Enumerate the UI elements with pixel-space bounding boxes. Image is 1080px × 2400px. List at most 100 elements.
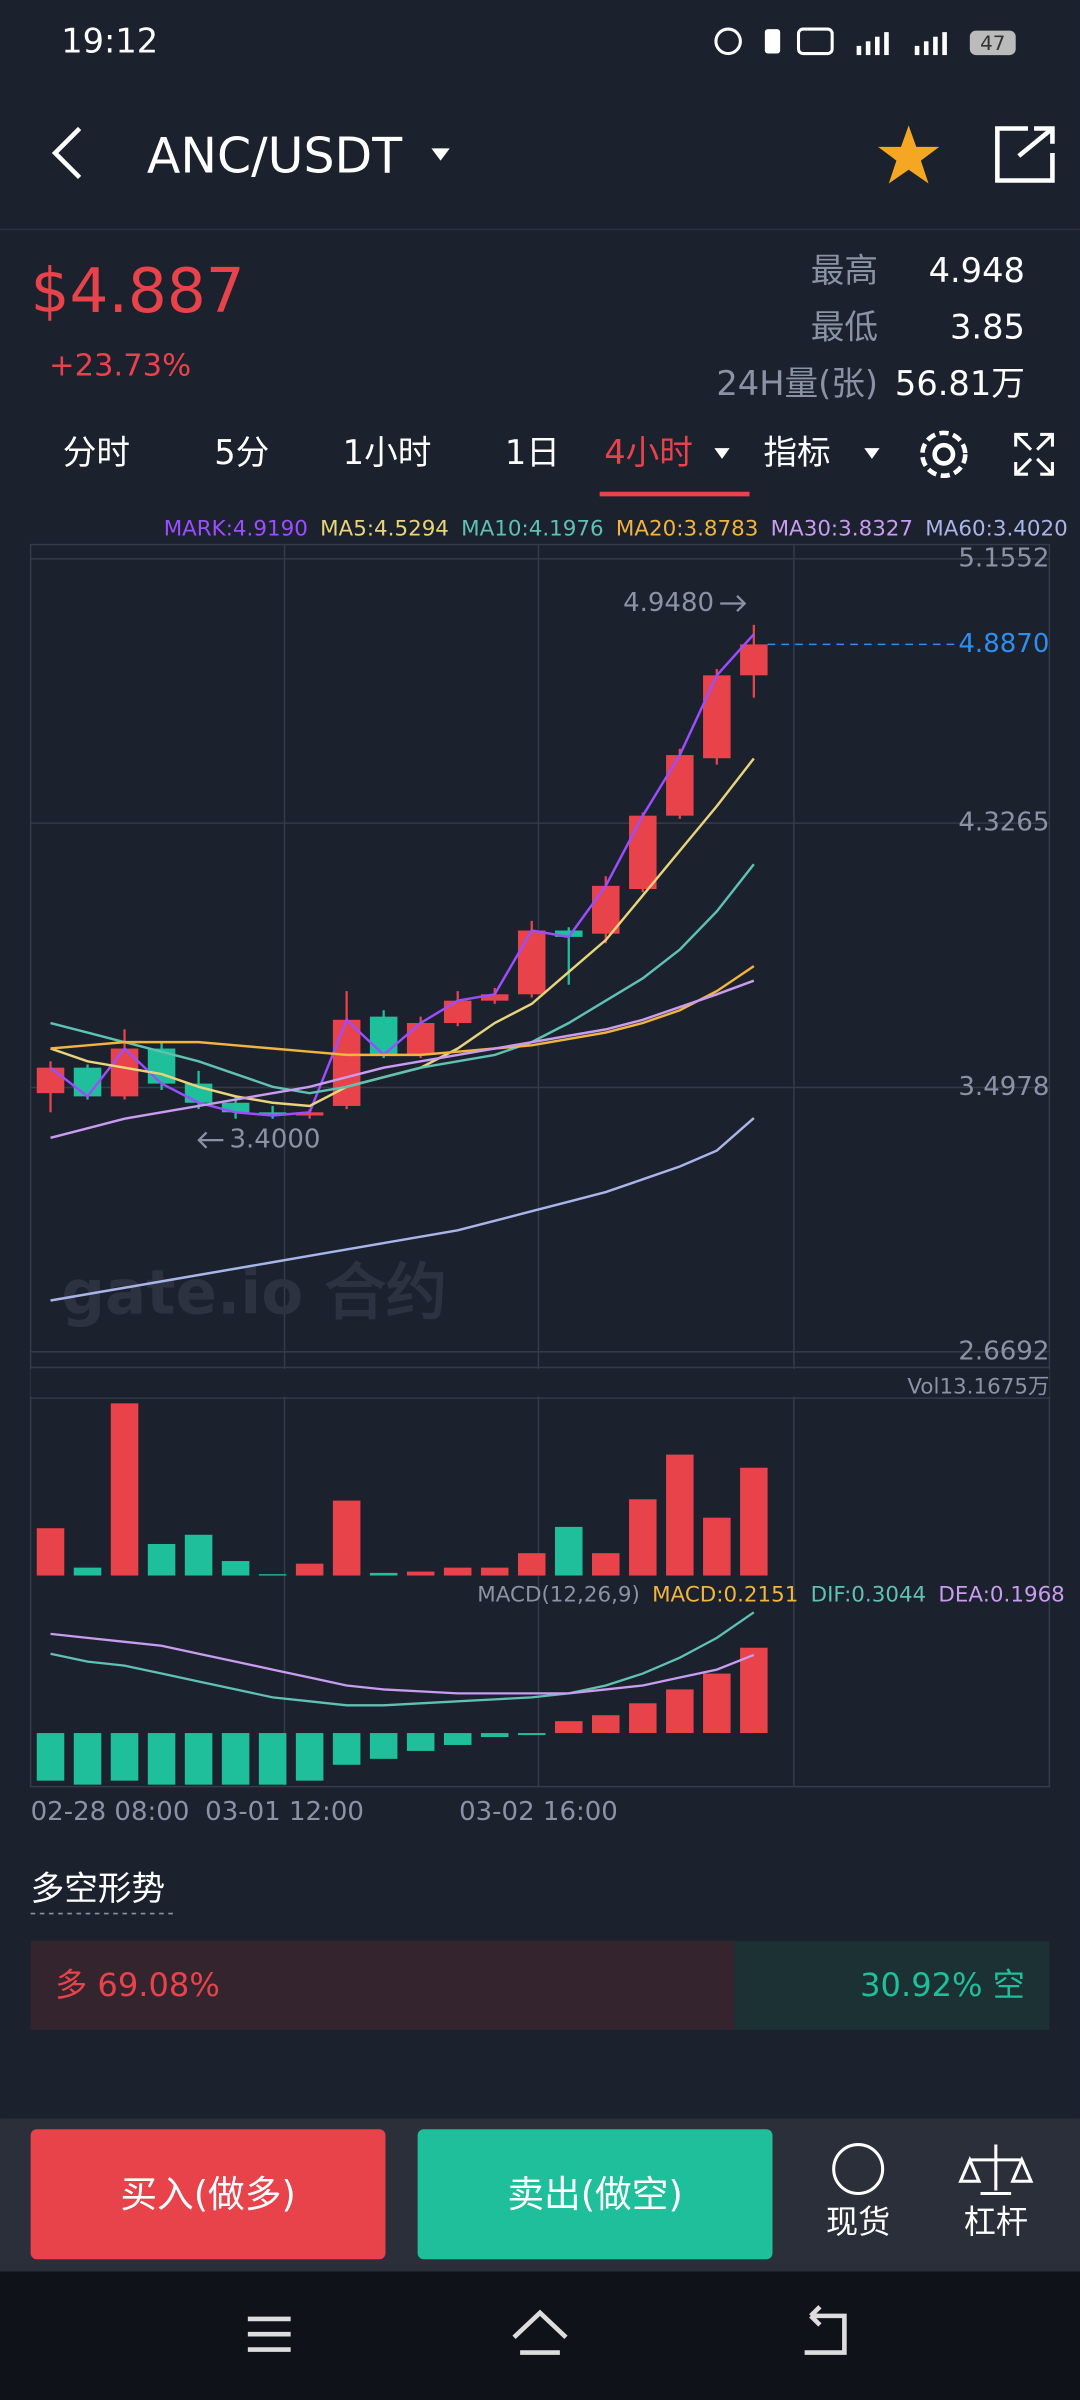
volume-bar: [147, 1543, 176, 1576]
nav-back[interactable]: [804, 2305, 847, 2355]
macd-bar: [295, 1733, 324, 1781]
spot-icon[interactable]: [832, 2143, 885, 2196]
tab[interactable]: 4小时: [604, 433, 693, 472]
candle-body: [258, 1112, 287, 1116]
volume-bar: [554, 1526, 583, 1576]
candle-body: [703, 675, 731, 759]
stat-value: 4.948: [929, 251, 1025, 290]
volume-bar: [443, 1567, 472, 1576]
macd-bar: [666, 1689, 694, 1734]
x-tick-label: 02-28 08:00: [31, 1797, 190, 1827]
volume-bar: [36, 1528, 65, 1576]
clock: 19:12: [61, 21, 158, 60]
legend-entry: MACD:0.2151: [652, 1582, 798, 1607]
macd-line: [50, 1632, 755, 1695]
volume-bar: [740, 1467, 768, 1576]
status-icons: [714, 27, 1016, 56]
candle-body: [517, 930, 546, 995]
candle-body: [295, 1112, 324, 1116]
stat-label: 24H量(张): [716, 364, 878, 403]
stats: 最高 4.948 最低 3.85 24H量(张) 56.81万: [716, 251, 1024, 403]
sentiment-bar: 多 69.08% 30.92% 空: [30, 1941, 1050, 2030]
tab[interactable]: 1日: [505, 433, 560, 472]
chart-frame: [29, 543, 1051, 1788]
legend-entry: MA10:4.1976: [461, 516, 603, 541]
low-annotation: 3.4000: [229, 1125, 320, 1155]
candle-body: [592, 885, 620, 934]
macd-title: MACD(12,26,9): [477, 1582, 640, 1607]
candle-body: [369, 1016, 398, 1055]
macd-bar: [147, 1733, 176, 1785]
back-button[interactable]: [51, 126, 82, 180]
stat-label: 最低: [811, 307, 878, 346]
ma-line: [50, 863, 755, 1095]
candle-body: [36, 1067, 65, 1094]
tab[interactable]: 1小时: [343, 433, 432, 472]
margin-label[interactable]: 杠杆: [964, 2203, 1028, 2241]
volume-bar: [110, 1403, 139, 1576]
legend-entry: MA20:3.8783: [616, 516, 758, 541]
interval-dropdown[interactable]: [714, 448, 730, 459]
chart: gate.io 合约 5.1552 4.3265 3.4978 2.6692 MARK:…: [29, 516, 1068, 1827]
annotation-arrow: [197, 1131, 224, 1149]
volume-bar: [258, 1574, 287, 1576]
stat-label: 最高: [811, 251, 878, 290]
high-annotation: 4.9480: [623, 588, 714, 618]
battery-level: 47: [980, 32, 1005, 55]
x-tick-label: 03-01 12:00: [205, 1797, 364, 1827]
tab[interactable]: 5分: [214, 433, 269, 472]
margin-icon[interactable]: [958, 2144, 1034, 2196]
x-tick-label: 03-02 16:00: [459, 1797, 618, 1827]
macd-bar: [592, 1715, 620, 1734]
y-tick-label: 5.1552: [958, 543, 1049, 573]
volume-bar: [517, 1553, 546, 1576]
volume-bar: [703, 1517, 731, 1576]
panel-gap: [30, 1369, 1050, 1397]
pair-title[interactable]: ANC/USDT: [147, 128, 403, 185]
volume-title: Vol13.1675万: [907, 1374, 1049, 1399]
tab[interactable]: 指标: [763, 433, 830, 472]
buy-button[interactable]: [30, 2129, 386, 2260]
candle-body: [110, 1048, 139, 1097]
candle-body: [629, 815, 657, 890]
volume-bar: [592, 1553, 620, 1576]
nav-menu[interactable]: [247, 2316, 291, 2352]
macd-bar: [517, 1733, 546, 1736]
legend-entry: DEA:0.1968: [938, 1582, 1064, 1607]
macd-bar: [629, 1703, 657, 1734]
last-price-label: 4.8870: [958, 629, 1049, 659]
macd-bar: [740, 1647, 768, 1734]
volume-bar: [184, 1534, 213, 1576]
spot-label[interactable]: 现货: [826, 2203, 890, 2241]
favorite-star[interactable]: [878, 125, 940, 184]
y-tick-label: 2.6692: [958, 1336, 1049, 1366]
short-label: 30.92% 空: [860, 1966, 1025, 2004]
interval-tabs: 分时 5分 1小时 1日 4小时 指标: [63, 433, 831, 472]
macd-bar: [332, 1733, 361, 1765]
nav-home[interactable]: [512, 2309, 568, 2355]
legend-entry: DIF:0.3044: [811, 1582, 927, 1607]
volume-bar: [295, 1563, 324, 1576]
sell-button[interactable]: [417, 2129, 773, 2260]
legend-entry: MA30:3.8327: [771, 516, 913, 541]
last-price: $4.887: [31, 256, 245, 327]
sell-label[interactable]: 卖出(做空): [507, 2173, 682, 2216]
macd-bar: [554, 1721, 583, 1734]
buy-label[interactable]: 买入(做多): [120, 2173, 295, 2216]
indicator-dropdown[interactable]: [864, 448, 880, 459]
candle-body: [73, 1067, 102, 1097]
tab[interactable]: 分时: [63, 433, 130, 472]
candle-body: [740, 644, 768, 676]
fullscreen-button[interactable]: [1014, 432, 1054, 476]
candle-body: [221, 1102, 250, 1113]
volume-bar: [406, 1571, 435, 1576]
annotation-arrow: [720, 595, 747, 612]
pair-dropdown[interactable]: [431, 148, 450, 161]
price-change: +23.73%: [49, 349, 191, 384]
macd-bar: [110, 1733, 139, 1781]
ma-line: [50, 979, 755, 1140]
nav-bar: [0, 2271, 1080, 2400]
settings-button[interactable]: [920, 430, 968, 479]
share-button[interactable]: [995, 126, 1055, 183]
